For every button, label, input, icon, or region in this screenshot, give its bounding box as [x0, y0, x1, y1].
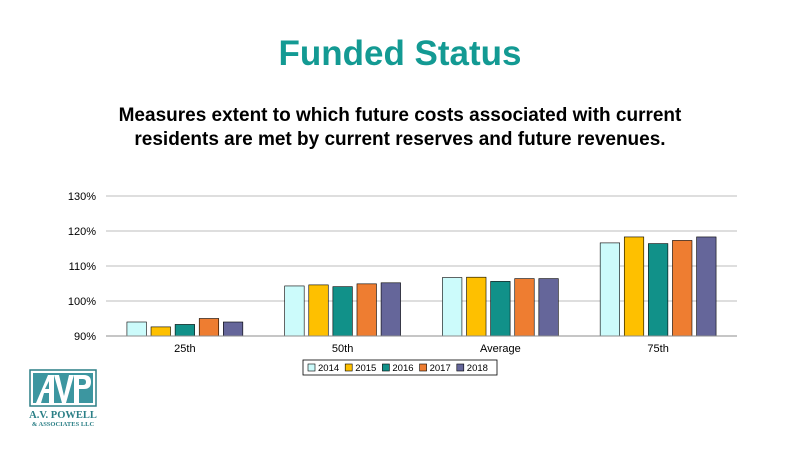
- bar-2016-75th: [648, 243, 669, 337]
- legend-swatch-2015: [344, 363, 353, 372]
- bar-2017-75th: [672, 240, 693, 337]
- subtitle-line-2: residents are met by current reserves an…: [134, 129, 666, 150]
- bar-2017-50th: [356, 283, 377, 337]
- bar-2017-average: [514, 278, 535, 337]
- legend-label: 2016: [392, 363, 413, 374]
- bar-2016-25th: [174, 324, 195, 337]
- x-category-label: Average: [480, 343, 521, 355]
- bar-2014-75th: [599, 242, 620, 337]
- bars: [126, 236, 717, 337]
- bar-2015-50th: [308, 284, 329, 337]
- legend-label: 2015: [355, 363, 376, 374]
- legend-swatch-2014: [307, 363, 316, 372]
- page-subtitle: Measures extent to which future costs as…: [60, 104, 740, 152]
- bar-2015-average: [466, 276, 487, 337]
- x-category-label: 25th: [174, 343, 195, 355]
- axes: 90% 100% 110% 120% 130% 25th 50th Average 75th: [68, 191, 737, 355]
- bar-2018-25th: [223, 321, 244, 337]
- y-tick-label: 110%: [69, 261, 97, 273]
- legend-swatch-2018: [456, 363, 465, 372]
- y-tick-label: 130%: [68, 191, 96, 203]
- bar-2016-average: [490, 281, 511, 337]
- page-title: Funded Status: [278, 34, 522, 73]
- bar-2016-50th: [332, 286, 353, 337]
- bar-2014-25th: [126, 321, 147, 337]
- logo-text-line-2: & ASSOCIATES LLC: [32, 421, 95, 428]
- bar-2014-average: [442, 277, 463, 337]
- x-category-label: 75th: [647, 343, 668, 355]
- legend-label: 2017: [430, 363, 451, 374]
- bar-2018-75th: [696, 236, 717, 337]
- legend-swatch-2017: [419, 363, 427, 372]
- av-powell-logo: A.V. POWELL & ASSOCIATES LLC: [29, 369, 97, 428]
- bar-2018-50th: [380, 282, 401, 337]
- y-tick-label: 120%: [68, 226, 96, 238]
- y-tick-label: 90%: [74, 331, 96, 343]
- legend-label: 2014: [318, 363, 339, 374]
- bar-2017-25th: [198, 318, 220, 337]
- x-category-label: 50th: [332, 343, 353, 355]
- subtitle-line-1: Measures extent to which future costs as…: [118, 105, 682, 126]
- logo-text-line-1: A.V. POWELL: [29, 410, 97, 421]
- bar-2015-25th: [150, 326, 171, 337]
- bar-2014-50th: [284, 285, 305, 337]
- legend-swatch-2016: [382, 363, 390, 372]
- gridlines: [106, 195, 737, 302]
- bar-2015-75th: [623, 236, 645, 337]
- legend: 2014 2015 2016 2017 2018: [302, 359, 498, 376]
- legend-label: 2018: [467, 363, 488, 374]
- y-tick-label: 100%: [68, 296, 96, 308]
- bar-2018-average: [538, 278, 559, 337]
- logo-mark-icon: [29, 369, 97, 407]
